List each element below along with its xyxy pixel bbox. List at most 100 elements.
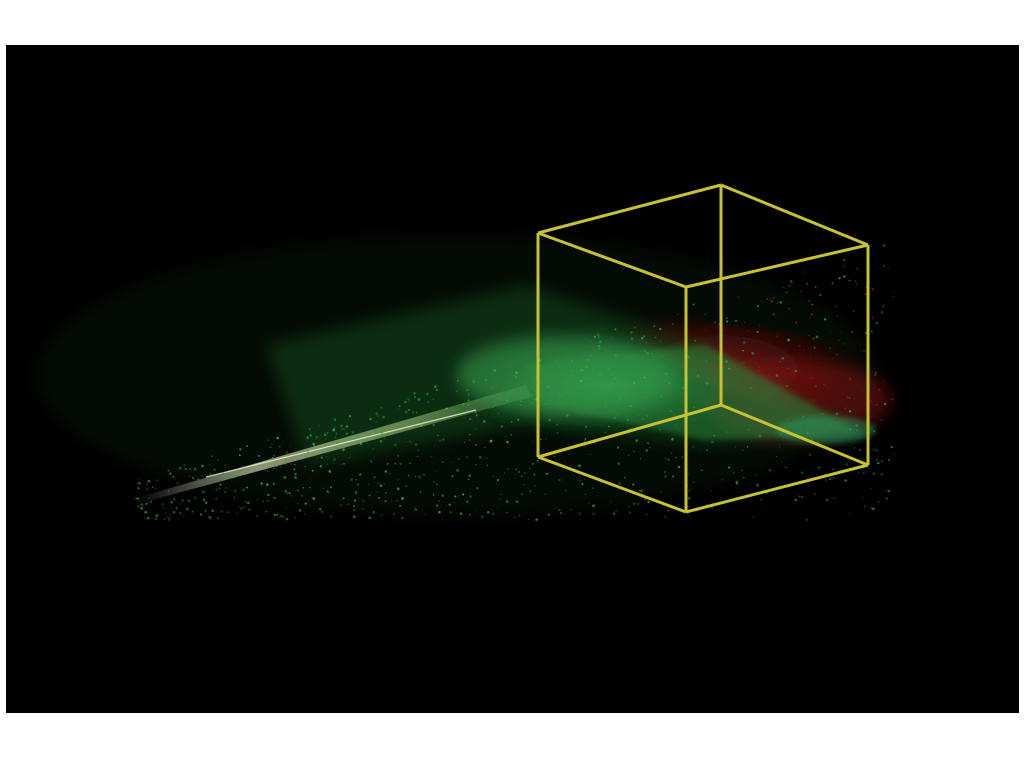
- point-speck: [248, 508, 251, 511]
- point-speck: [887, 489, 890, 493]
- point-speck: [204, 509, 207, 512]
- point-speck: [161, 503, 164, 506]
- point-speck: [201, 475, 204, 478]
- point-speck: [758, 366, 760, 368]
- point-speck: [311, 469, 314, 472]
- point-speck: [294, 473, 297, 476]
- point-speck: [823, 318, 827, 321]
- point-speck: [209, 472, 212, 476]
- point-speck: [766, 297, 769, 300]
- point-speck: [756, 483, 759, 487]
- point-speck: [813, 346, 816, 349]
- point-speck: [324, 433, 327, 436]
- point-speck: [607, 367, 610, 371]
- point-speck: [812, 337, 816, 340]
- point-speck: [169, 472, 172, 475]
- point-speck: [178, 469, 180, 471]
- point-speck: [728, 364, 731, 367]
- point-speck: [553, 455, 556, 458]
- point-speck: [348, 456, 350, 459]
- point-speck: [375, 421, 377, 423]
- point-speck: [875, 403, 878, 406]
- point-speck: [778, 444, 781, 446]
- point-speck: [205, 501, 208, 504]
- point-speck: [798, 495, 801, 498]
- point-speck: [276, 513, 279, 516]
- point-speck: [318, 425, 321, 427]
- point-speck: [175, 507, 178, 510]
- point-speck: [621, 449, 623, 451]
- point-speck: [687, 473, 689, 475]
- point-speck: [340, 464, 342, 466]
- point-speck: [398, 407, 400, 409]
- point-speck: [409, 440, 412, 443]
- point-speck: [412, 411, 415, 414]
- point-speck: [638, 415, 640, 417]
- point-speck: [873, 430, 876, 433]
- point-speck: [710, 490, 713, 493]
- point-speck: [728, 404, 731, 408]
- point-speck: [169, 514, 171, 516]
- point-speck: [496, 507, 498, 509]
- point-speck: [304, 466, 306, 468]
- point-speck: [180, 503, 182, 505]
- point-speck: [610, 337, 612, 339]
- point-speck: [829, 477, 832, 481]
- point-speck: [238, 469, 241, 473]
- point-speck: [369, 417, 372, 421]
- point-speck: [340, 424, 343, 428]
- point-speck: [266, 499, 269, 502]
- point-speck: [192, 476, 194, 479]
- point-speck: [772, 313, 775, 316]
- point-speck: [441, 494, 445, 497]
- point-speck: [688, 489, 691, 492]
- point-speck: [345, 425, 349, 428]
- point-speck: [843, 275, 846, 278]
- point-speck: [466, 409, 468, 412]
- point-speck: [270, 458, 272, 460]
- point-speck: [492, 512, 495, 516]
- point-speck: [747, 330, 749, 332]
- point-speck: [675, 456, 677, 459]
- point-speck: [239, 448, 242, 451]
- point-speck: [758, 373, 761, 376]
- point-speck: [778, 446, 781, 448]
- point-speck: [661, 389, 664, 391]
- point-speck: [786, 367, 789, 370]
- point-speck: [706, 449, 709, 452]
- point-speck: [883, 402, 887, 406]
- point-speck: [486, 457, 488, 459]
- point-speck: [779, 433, 782, 436]
- point-speck: [713, 434, 716, 437]
- point-speck: [247, 501, 250, 505]
- point-speck: [725, 317, 728, 320]
- point-speck: [831, 282, 834, 285]
- point-speck: [140, 506, 143, 510]
- point-speck: [205, 503, 207, 505]
- point-speck: [459, 512, 463, 515]
- point-speck: [342, 448, 345, 451]
- point-speck: [617, 462, 620, 465]
- point-speck: [376, 415, 379, 417]
- point-speck: [844, 407, 847, 410]
- point-speck: [789, 280, 793, 283]
- point-speck: [544, 493, 547, 496]
- point-speck: [425, 513, 426, 515]
- point-speck: [748, 428, 750, 431]
- point-speck: [286, 492, 289, 495]
- point-speck: [137, 497, 140, 500]
- point-speck: [476, 413, 478, 415]
- point-speck: [246, 445, 249, 448]
- point-speck: [750, 387, 753, 390]
- point-speck: [328, 470, 332, 473]
- point-speck: [880, 473, 883, 476]
- point-speck: [345, 432, 349, 436]
- point-speck: [855, 424, 859, 427]
- point-speck: [785, 384, 788, 387]
- point-speck: [834, 305, 837, 307]
- point-speck: [414, 506, 417, 509]
- point-speck: [414, 475, 417, 478]
- point-speck: [890, 445, 893, 449]
- point-speck: [418, 475, 421, 479]
- point-speck: [405, 441, 407, 443]
